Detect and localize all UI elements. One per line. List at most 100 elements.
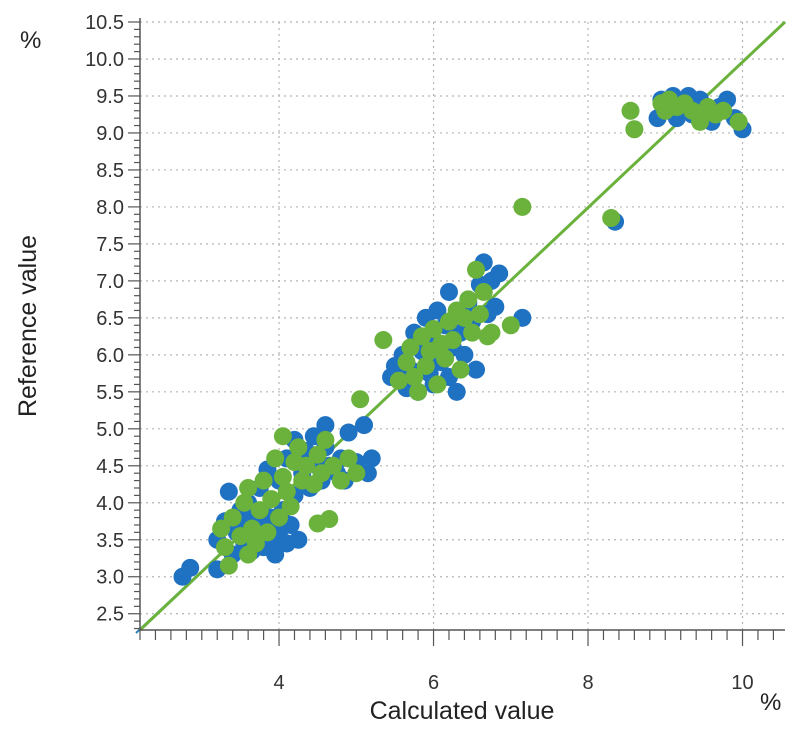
data-point <box>289 438 308 457</box>
data-point <box>273 467 292 486</box>
y-tick-label: 7.0 <box>96 271 124 293</box>
y-tick-label: 5.0 <box>96 419 124 441</box>
data-point <box>729 112 748 131</box>
y-unit-label: % <box>20 27 41 54</box>
data-point <box>277 482 296 501</box>
data-point <box>235 493 254 512</box>
data-point <box>405 368 424 387</box>
data-point <box>219 556 238 575</box>
data-point <box>316 430 335 449</box>
data-point <box>239 478 258 497</box>
data-point <box>486 297 505 316</box>
data-point <box>470 305 489 324</box>
x-tick-label: 4 <box>273 672 284 694</box>
data-point <box>219 482 238 501</box>
data-point <box>266 545 285 564</box>
data-point <box>602 209 621 228</box>
data-point <box>443 331 462 350</box>
series-green-points <box>212 90 748 575</box>
x-tick-labels: 4 6 8 10 <box>273 672 753 694</box>
data-point <box>409 382 428 401</box>
data-point <box>463 323 482 342</box>
axes <box>128 18 785 646</box>
data-point <box>714 101 733 120</box>
data-point <box>451 360 470 379</box>
data-point <box>331 471 350 490</box>
data-point <box>347 464 366 483</box>
data-point <box>401 338 420 357</box>
data-point <box>270 508 289 527</box>
data-point <box>416 356 435 375</box>
x-tick-label: 10 <box>731 672 753 694</box>
data-point <box>281 497 300 516</box>
data-point <box>439 282 458 301</box>
y-tick-label: 9.0 <box>96 123 124 145</box>
data-point <box>243 519 262 538</box>
y-tick-labels: 2.5 3.0 3.5 4.0 4.5 5.0 5.5 6.0 6.5 7.0 7.5 8.0 8.5 9… <box>85 12 124 626</box>
x-tick-label: 8 <box>582 672 593 694</box>
data-point <box>459 290 478 309</box>
y-tick-label: 9.5 <box>96 86 124 108</box>
y-tick-label: 6.0 <box>96 345 124 367</box>
data-point <box>246 534 265 553</box>
y-tick-label: 3.5 <box>96 530 124 552</box>
data-point <box>513 197 532 216</box>
data-point <box>316 416 335 435</box>
y-tick-label: 2.5 <box>96 604 124 626</box>
y-tick-label: 3.0 <box>96 567 124 589</box>
data-point <box>308 445 327 464</box>
data-point <box>273 427 292 446</box>
y-tick-label: 4.0 <box>96 493 124 515</box>
data-point <box>455 345 474 364</box>
y-tick-label: 7.5 <box>96 234 124 256</box>
data-point <box>250 501 269 520</box>
data-point <box>424 319 443 338</box>
data-point <box>297 456 316 475</box>
data-point <box>320 510 339 529</box>
data-point <box>215 538 234 557</box>
data-point <box>691 112 710 131</box>
data-point <box>501 316 520 335</box>
y-tick-label: 10.5 <box>85 12 124 34</box>
data-point <box>490 264 509 283</box>
y-tick-label: 8.5 <box>96 160 124 182</box>
data-point <box>447 382 466 401</box>
x-tick-label: 6 <box>428 672 439 694</box>
data-point <box>397 353 416 372</box>
data-point <box>436 349 455 368</box>
data-point <box>467 360 486 379</box>
data-point <box>474 282 493 301</box>
data-point <box>266 449 285 468</box>
data-point <box>355 416 374 435</box>
x-axis-title: Calculated value <box>370 697 555 725</box>
data-point <box>262 490 281 509</box>
y-tick-label: 6.5 <box>96 308 124 330</box>
y-tick-label: 10.0 <box>85 49 124 71</box>
x-unit-label: % <box>760 689 781 716</box>
y-tick-label: 8.0 <box>96 197 124 219</box>
data-point <box>339 423 358 442</box>
data-point <box>223 508 242 527</box>
data-point <box>467 260 486 279</box>
y-tick-label: 5.5 <box>96 382 124 404</box>
data-point <box>455 308 474 327</box>
data-point <box>621 101 640 120</box>
data-point <box>254 471 273 490</box>
data-point <box>428 301 447 320</box>
data-point <box>389 371 408 390</box>
data-point <box>258 523 277 542</box>
data-point <box>339 449 358 468</box>
data-point <box>374 331 393 350</box>
data-point <box>181 558 200 577</box>
y-tick-label: 4.5 <box>96 456 124 478</box>
data-point <box>428 375 447 394</box>
data-point <box>289 530 308 549</box>
data-point <box>625 120 644 139</box>
data-point <box>212 519 231 538</box>
y-axis-title: Reference value <box>14 235 42 417</box>
data-point <box>324 456 343 475</box>
data-point <box>362 449 381 468</box>
data-point <box>351 390 370 409</box>
data-point <box>482 323 501 342</box>
